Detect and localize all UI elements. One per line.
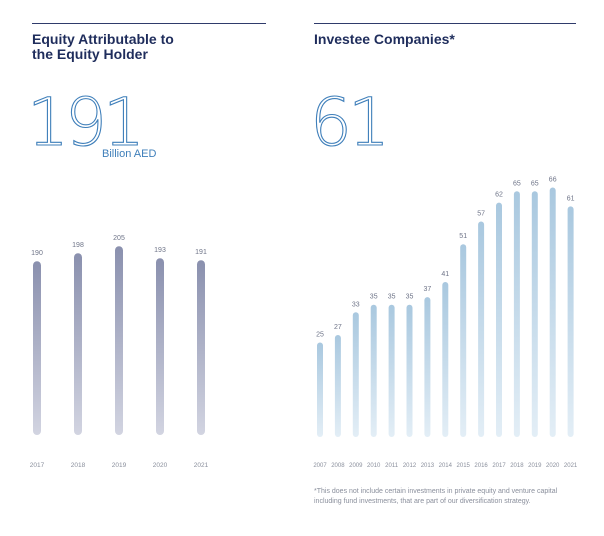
investee-value-label-2012: 35 (406, 294, 414, 301)
investee-x-tick-2014: 2014 (439, 463, 453, 469)
investee-x-tick-2017: 2017 (492, 463, 506, 469)
equity-headline-value: 191 (26, 84, 145, 161)
investee-headline-value: 61 (309, 84, 390, 161)
investee-bar-2011 (388, 304, 395, 437)
investee-footnote: *This does not include certain investmen… (314, 488, 558, 505)
equity-bar-2020 (156, 258, 164, 435)
equity-value-label-2021: 191 (195, 249, 207, 256)
equity-headline-unit: Billion AED (102, 148, 157, 160)
investee-value-label-2016: 57 (477, 211, 485, 218)
investee-value-label-2011: 35 (388, 294, 396, 301)
left-top-rule (32, 23, 266, 24)
investee-bar-2015 (460, 244, 467, 437)
right-top-rule (314, 23, 576, 24)
equity-bar-2021 (197, 260, 205, 435)
investee-bar-2017 (496, 202, 502, 437)
equity-value-label-2018: 198 (72, 242, 84, 249)
investee-bar-2010 (370, 304, 377, 437)
investee-bar-2008 (334, 334, 341, 437)
investee-value-label-2015: 51 (459, 233, 467, 240)
investee-x-tick-2015: 2015 (457, 463, 471, 469)
investee-value-label-2019: 65 (531, 180, 539, 187)
investee-x-tick-2013: 2013 (421, 463, 435, 469)
investee-x-tick-2011: 2011 (385, 463, 399, 469)
investee-x-tick-2020: 2020 (546, 463, 560, 469)
equity-value-label-2017: 190 (31, 250, 43, 257)
investee-value-label-2021: 61 (567, 195, 575, 202)
investee-x-tick-2010: 2010 (367, 463, 381, 469)
investee-bar-2012 (406, 304, 413, 437)
investee-value-label-2020: 66 (549, 177, 557, 184)
equity-bar-2017 (33, 261, 41, 435)
equity-value-label-2020: 193 (154, 247, 166, 254)
equity-x-tick-2017: 2017 (30, 462, 45, 469)
investee-bar-chart: 25 2007 27 2008 33 2009 35 2010 35 2011 35 2012 37 20… (313, 177, 578, 469)
investee-x-tick-2021: 2021 (564, 463, 578, 469)
investee-bar-2018 (513, 191, 520, 437)
investee-bar-2009 (352, 312, 359, 437)
investee-bar-2007 (317, 342, 323, 437)
investee-value-label-2013: 37 (424, 286, 432, 293)
equity-x-tick-2021: 2021 (194, 462, 209, 469)
equity-bar-2019 (115, 246, 123, 435)
investee-value-label-2018: 65 (513, 180, 521, 187)
investee-bar-2021 (567, 206, 574, 437)
investee-x-tick-2016: 2016 (474, 463, 488, 469)
investee-value-label-2009: 33 (352, 301, 360, 308)
equity-bar-chart: 190 2017 198 2018 205 2019 193 2020 191 2021 (30, 235, 209, 469)
investee-bar-2014 (442, 282, 449, 437)
investee-value-label-2007: 25 (316, 332, 324, 339)
investee-value-label-2014: 41 (441, 271, 449, 278)
investee-x-tick-2008: 2008 (331, 463, 345, 469)
investee-section-title: Investee Companies* (314, 31, 455, 47)
investee-x-tick-2012: 2012 (403, 463, 417, 469)
equity-x-tick-2018: 2018 (71, 462, 86, 469)
investee-x-tick-2009: 2009 (349, 463, 363, 469)
investee-value-label-2017: 62 (495, 192, 503, 199)
investee-bar-2019 (531, 191, 538, 437)
investee-bar-2020 (549, 187, 556, 437)
equity-title-line-1: Equity Attributable to (32, 31, 174, 47)
equity-value-label-2019: 205 (113, 235, 125, 242)
equity-x-tick-2019: 2019 (112, 462, 127, 469)
equity-title-line-2: the Equity Holder (32, 46, 148, 62)
investee-x-tick-2018: 2018 (510, 463, 524, 469)
investee-bar-2016 (478, 221, 485, 437)
investee-value-label-2008: 27 (334, 324, 342, 331)
investee-x-tick-2019: 2019 (528, 463, 542, 469)
investee-x-tick-2007: 2007 (313, 463, 327, 469)
investee-value-label-2010: 35 (370, 294, 378, 301)
investee-bar-2013 (424, 297, 431, 437)
equity-section-title: Equity Attributable to the Equity Holder (32, 32, 174, 62)
equity-bar-2018 (74, 253, 82, 435)
equity-x-tick-2020: 2020 (153, 462, 168, 469)
